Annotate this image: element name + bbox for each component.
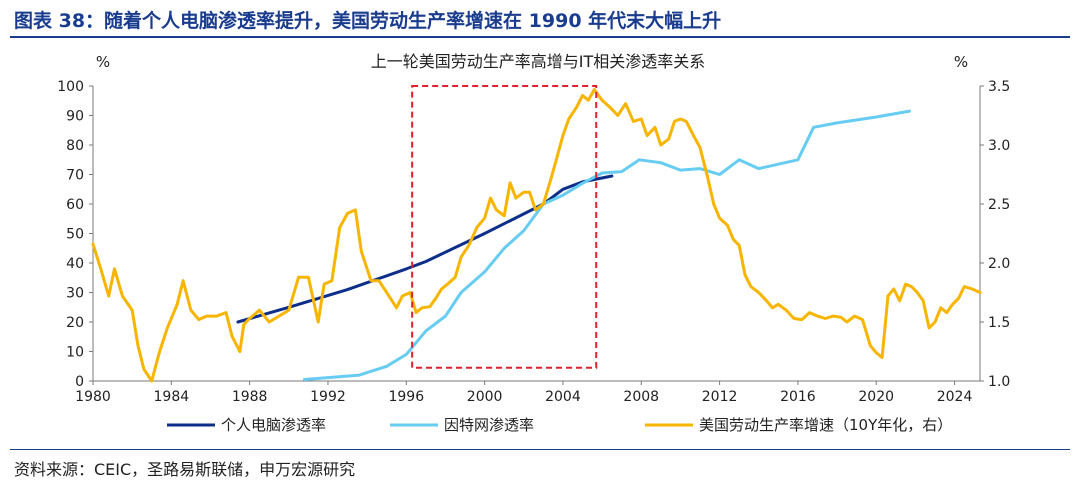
x-tick-label: 2008 [623, 389, 659, 405]
y-left-tick-label: 90 [66, 109, 84, 125]
y-left-tick-label: 0 [75, 374, 84, 390]
y-left-tick-label: 80 [66, 138, 84, 154]
title-rule [10, 36, 1070, 38]
legend-label-1: 个人电脑渗透率 [221, 416, 326, 434]
y-left-tick-label: 30 [66, 286, 84, 302]
source-rule [10, 449, 1070, 450]
y-right-tick-label: 3.5 [988, 79, 1010, 95]
y-left-tick-label: 70 [66, 168, 84, 184]
x-tick-label: 1988 [232, 389, 268, 405]
y-left-tick-label: 10 [66, 345, 84, 361]
series-line-1 [236, 174, 614, 324]
x-tick-label: 2012 [702, 389, 738, 405]
x-tick-label: 1980 [75, 389, 111, 405]
y-left-tick-label: 20 [66, 315, 84, 331]
highlight-box [411, 85, 598, 369]
y-left-tick-label: 60 [66, 197, 84, 213]
y-left-tick-label: 50 [66, 227, 84, 243]
y-left-tick-label: 100 [57, 79, 84, 95]
y-right-tick-label: 1.0 [988, 374, 1010, 390]
y-right-tick-label: 2.5 [988, 197, 1010, 213]
legend-label-3: 美国劳动生产率增速（10Y年化，右） [699, 416, 952, 434]
y-left-tick-label: 40 [66, 256, 84, 272]
x-tick-label: 2024 [937, 389, 973, 405]
chart-title: 上一轮美国劳动生产率高增与IT相关渗透率关系 [371, 52, 706, 71]
legend-label-2: 因特网渗透率 [444, 416, 534, 434]
right-axis-unit: % [954, 53, 968, 71]
plot-area [91, 85, 982, 383]
legend: 个人电脑渗透率 因特网渗透率 美国劳动生产率增速（10Y年化，右） [167, 416, 952, 434]
x-tick-label: 1984 [154, 389, 190, 405]
y-right-tick-label: 3.0 [988, 138, 1010, 154]
x-tick-label: 2004 [545, 389, 581, 405]
x-tick-label: 2000 [467, 389, 503, 405]
axes: 0 10 20 30 40 50 60 70 80 90 100 1.0 1.5 2.0 2.5 3.0 3.5… [57, 79, 1010, 405]
x-tick-label: 1996 [388, 389, 424, 405]
x-tick-label: 2020 [858, 389, 894, 405]
y-right-tick-label: 1.5 [988, 315, 1010, 331]
x-tick-label: 1992 [310, 389, 346, 405]
y-right-tick-label: 2.0 [988, 256, 1010, 272]
source-note: 资料来源：CEIC，圣路易斯联储，申万宏源研究 [14, 460, 356, 479]
series-line-2 [303, 109, 911, 381]
left-axis-unit: % [96, 53, 110, 71]
series-line-3 [91, 88, 982, 383]
figure-title: 图表 38：随着个人电脑渗透率提升，美国劳动生产率增速在 1990 年代末大幅上… [14, 10, 722, 32]
x-tick-label: 2016 [780, 389, 816, 405]
